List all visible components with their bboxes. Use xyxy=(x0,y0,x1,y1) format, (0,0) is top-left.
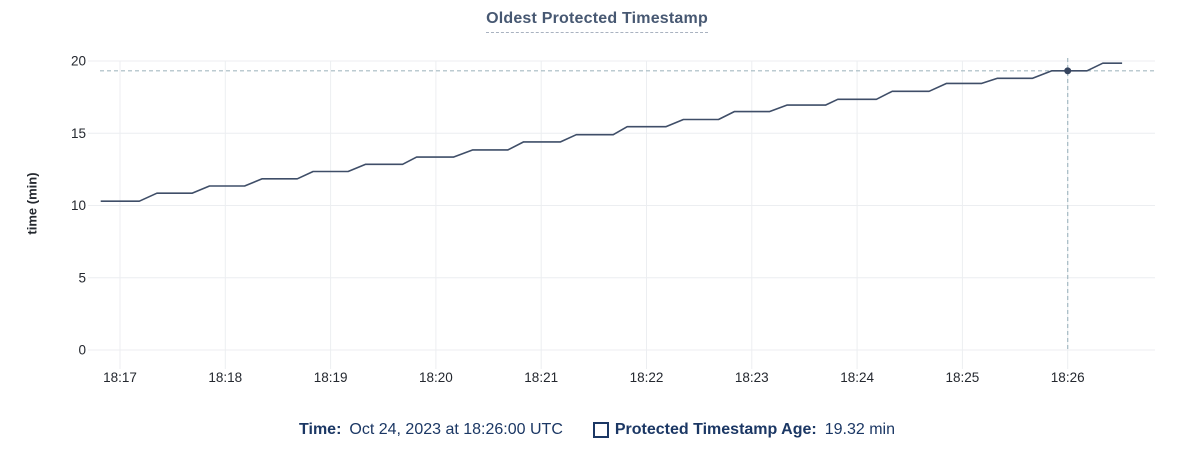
series-value: 19.32 min xyxy=(824,421,895,438)
x-tick-label: 18:22 xyxy=(630,370,664,385)
time-value: Oct 24, 2023 at 18:26:00 UTC xyxy=(349,421,563,438)
x-tick-label: 18:19 xyxy=(314,370,348,385)
y-tick-label: 5 xyxy=(78,270,86,285)
x-tick-label: 18:26 xyxy=(1051,370,1085,385)
y-tick-label: 0 xyxy=(78,343,86,358)
time-label: Time: xyxy=(299,421,342,438)
x-tick-label: 18:24 xyxy=(840,370,874,385)
hover-point-dot xyxy=(1064,67,1072,75)
x-tick-label: 18:20 xyxy=(419,370,453,385)
x-tick-label: 18:21 xyxy=(524,370,558,385)
legend-item-protected-timestamp-age[interactable]: Protected Timestamp Age: 19.32 min xyxy=(592,421,895,439)
x-tick-label: 18:23 xyxy=(735,370,769,385)
y-tick-label: 15 xyxy=(71,126,86,141)
series-label: Protected Timestamp Age: xyxy=(614,421,817,438)
x-tick-label: 18:25 xyxy=(946,370,980,385)
series-line-protected-timestamp-age xyxy=(100,62,1123,202)
y-tick-label: 10 xyxy=(71,198,86,213)
series-checkbox-swatch xyxy=(592,422,609,438)
x-tick-label: 18:17 xyxy=(103,370,137,385)
chart-title[interactable]: Oldest Protected Timestamp xyxy=(486,10,708,33)
chart-header: Oldest Protected Timestamp xyxy=(0,10,1194,33)
x-tick-label: 18:18 xyxy=(208,370,242,385)
y-tick-label: 20 xyxy=(71,54,86,69)
hover-legend: Time: Oct 24, 2023 at 18:26:00 UTC Prote… xyxy=(0,421,1194,439)
